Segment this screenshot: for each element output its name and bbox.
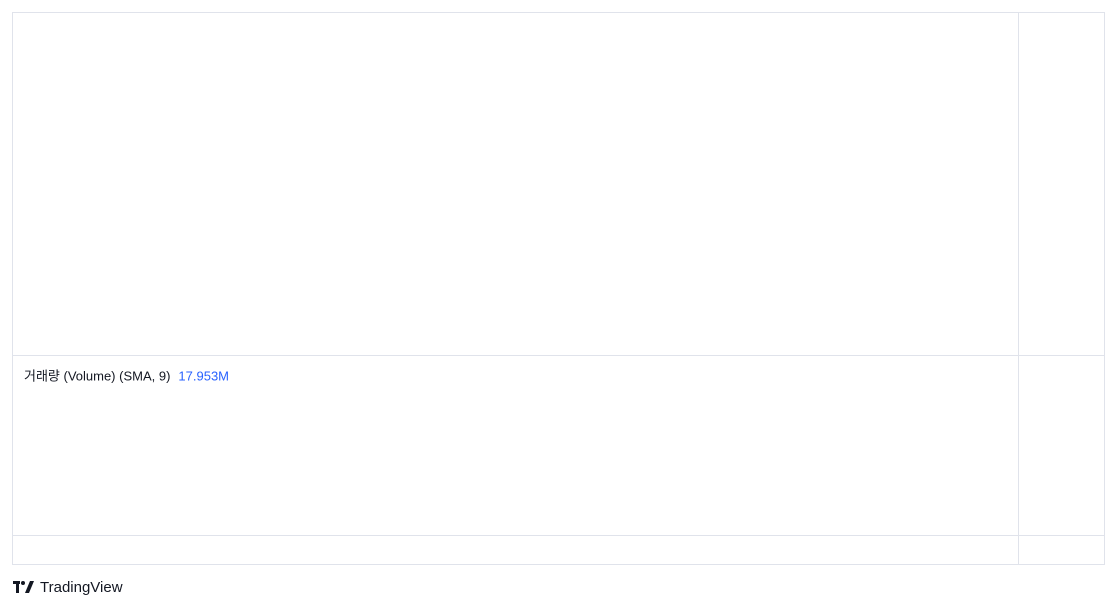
volume-legend: 거래량 (Volume) (SMA, 9) <box>24 368 170 383</box>
logo-part <box>25 581 34 593</box>
volume-sma-value: 17.953M <box>178 368 229 383</box>
brand: TradingView <box>40 579 123 596</box>
logo-part <box>16 581 19 593</box>
brand-logo <box>13 581 34 593</box>
logo-part <box>21 581 25 585</box>
chart-frame <box>12 12 1105 565</box>
